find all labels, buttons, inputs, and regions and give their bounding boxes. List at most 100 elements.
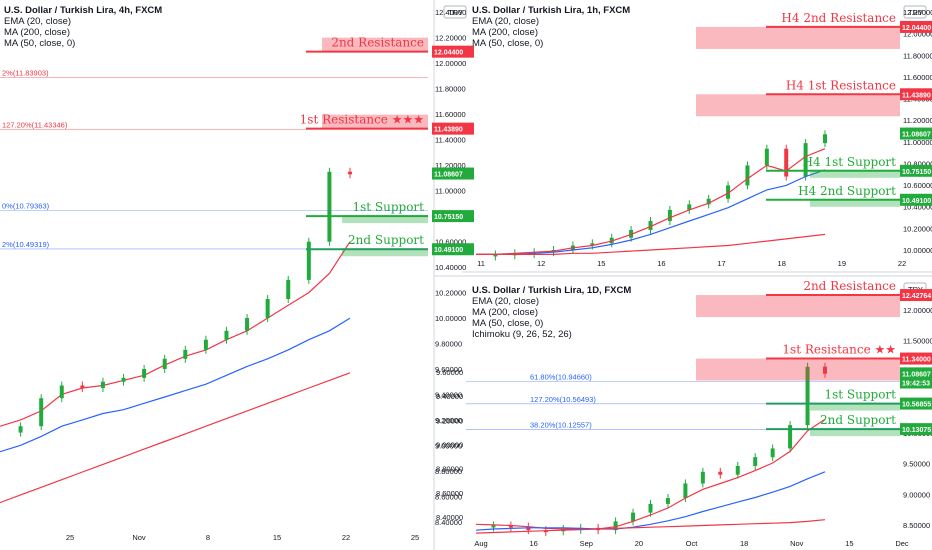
candle — [493, 254, 498, 257]
candle — [327, 171, 332, 242]
level-label: H4 2nd Support — [798, 184, 896, 198]
level-label: 2nd Resistance — [331, 36, 424, 50]
y-tick-label: 11.20000 — [435, 161, 466, 170]
x-tick-label: 18 — [778, 259, 786, 268]
y-tick-label: 10.80000 — [903, 159, 932, 168]
price-tag-label: 12.42764 — [902, 293, 931, 300]
fib-label: 2%(11.83903) — [2, 69, 49, 78]
price-tag-label: 11.08607 — [434, 172, 463, 179]
y-tick-label: 12.00000 — [435, 59, 466, 68]
legend-entry: EMA (20, close) — [4, 16, 71, 27]
price-tag-label: 11.43890 — [902, 92, 931, 99]
legend-entry: MA (200, close) — [472, 307, 538, 318]
candle — [224, 330, 229, 340]
legend-entry: MA (200, close) — [4, 27, 70, 38]
price-tag-label: 10.49100 — [434, 247, 463, 254]
candle — [683, 483, 688, 499]
support-zone — [810, 428, 900, 437]
y-tick-label: 10.20000 — [435, 289, 466, 298]
x-tick-label: 18 — [740, 539, 748, 548]
y-tick-label: 9.60000 — [435, 365, 462, 374]
price-tag-label: 12.04400 — [902, 25, 931, 32]
x-tick-label: Sep — [580, 539, 593, 548]
y-tick-label: 10.40000 — [903, 203, 932, 212]
candle — [265, 298, 270, 319]
candle — [80, 385, 85, 389]
candle — [348, 171, 352, 175]
y-tick-label-left: 9.60000 — [436, 368, 463, 377]
candle — [648, 503, 653, 513]
price-tag — [432, 167, 474, 180]
price-tag — [432, 122, 474, 135]
candle — [753, 457, 758, 466]
series-line — [475, 471, 826, 531]
y-tick-label-left: 8.60000 — [436, 489, 463, 498]
price-tag — [900, 193, 932, 206]
series-line — [0, 317, 351, 453]
y-tick-label-left: 9.40000 — [436, 392, 463, 401]
price-tag — [432, 210, 474, 223]
currency-badge — [903, 5, 927, 19]
currency-badge — [443, 5, 467, 19]
x-tick-label: 22 — [342, 533, 350, 542]
candle — [648, 221, 653, 230]
candle — [823, 134, 827, 144]
price-tag — [900, 20, 932, 33]
y-tick-label: 10.00000 — [903, 246, 932, 255]
x-tick-label: 22 — [898, 259, 906, 268]
legend-entry: EMA (20, close) — [472, 296, 539, 307]
series-line — [0, 241, 351, 427]
legend-entry: MA (50, close, 0) — [472, 38, 543, 49]
series-line — [476, 233, 826, 255]
candle — [764, 148, 769, 166]
level-label: 1st Resistance ★★ — [782, 343, 896, 357]
y-tick-label: 12.40000 — [435, 8, 466, 17]
price-tag — [900, 367, 932, 380]
candle — [613, 521, 618, 531]
y-tick-label-left: 9.20000 — [436, 416, 463, 425]
x-tick-label: 15 — [273, 533, 281, 542]
level-label: H4 1st Resistance — [786, 78, 896, 92]
candle — [667, 209, 672, 222]
legend-entry: MA (200, close) — [472, 27, 538, 38]
price-tag-label: 10.56855 — [902, 402, 931, 409]
price-tag-label: 10.75150 — [434, 214, 463, 221]
y-tick-label: 10.00000 — [435, 314, 466, 323]
y-tick-label: 11.00000 — [903, 138, 932, 147]
y-tick-label: 8.40000 — [435, 518, 462, 527]
series-line — [475, 519, 826, 534]
y-tick-label: 10.60000 — [435, 238, 466, 247]
resistance-zone — [696, 358, 900, 381]
y-tick-label: 11.20000 — [903, 116, 932, 125]
candle — [142, 368, 147, 378]
candle — [306, 241, 311, 280]
y-tick-label: 10.60000 — [903, 181, 932, 190]
candle — [508, 525, 513, 528]
x-tick-label: Nov — [790, 539, 804, 548]
y-tick-label: 9.00000 — [435, 442, 462, 451]
support-zone — [810, 198, 900, 207]
y-tick-label: 11.80000 — [435, 85, 466, 94]
y-tick-label-left: 8.40000 — [436, 513, 463, 522]
x-tick-label: Aug — [474, 539, 487, 548]
price-tag-label: 11.34000 — [902, 357, 931, 364]
price-tag-label: 11.08607 — [902, 132, 931, 139]
candle — [726, 185, 731, 199]
level-label: 2nd Support — [820, 413, 896, 427]
candle — [745, 165, 750, 186]
resistance-zone — [696, 26, 900, 49]
candle — [631, 512, 636, 522]
y-tick-label: 9.20000 — [435, 416, 462, 425]
y-tick-label: 11.40000 — [435, 136, 466, 145]
price-tag — [900, 88, 932, 101]
resistance-zone — [696, 295, 900, 318]
price-tag — [900, 289, 932, 302]
y-tick-label: 11.80000 — [903, 51, 932, 60]
candle — [162, 358, 167, 369]
x-tick-label: 15 — [597, 259, 605, 268]
x-tick-label: 20 — [635, 539, 643, 548]
chart-title: U.S. Dollar / Turkish Lira, 1h, FXCM — [472, 5, 630, 16]
price-tag — [900, 164, 932, 177]
price-tag-label: 11.08607 — [902, 371, 931, 378]
